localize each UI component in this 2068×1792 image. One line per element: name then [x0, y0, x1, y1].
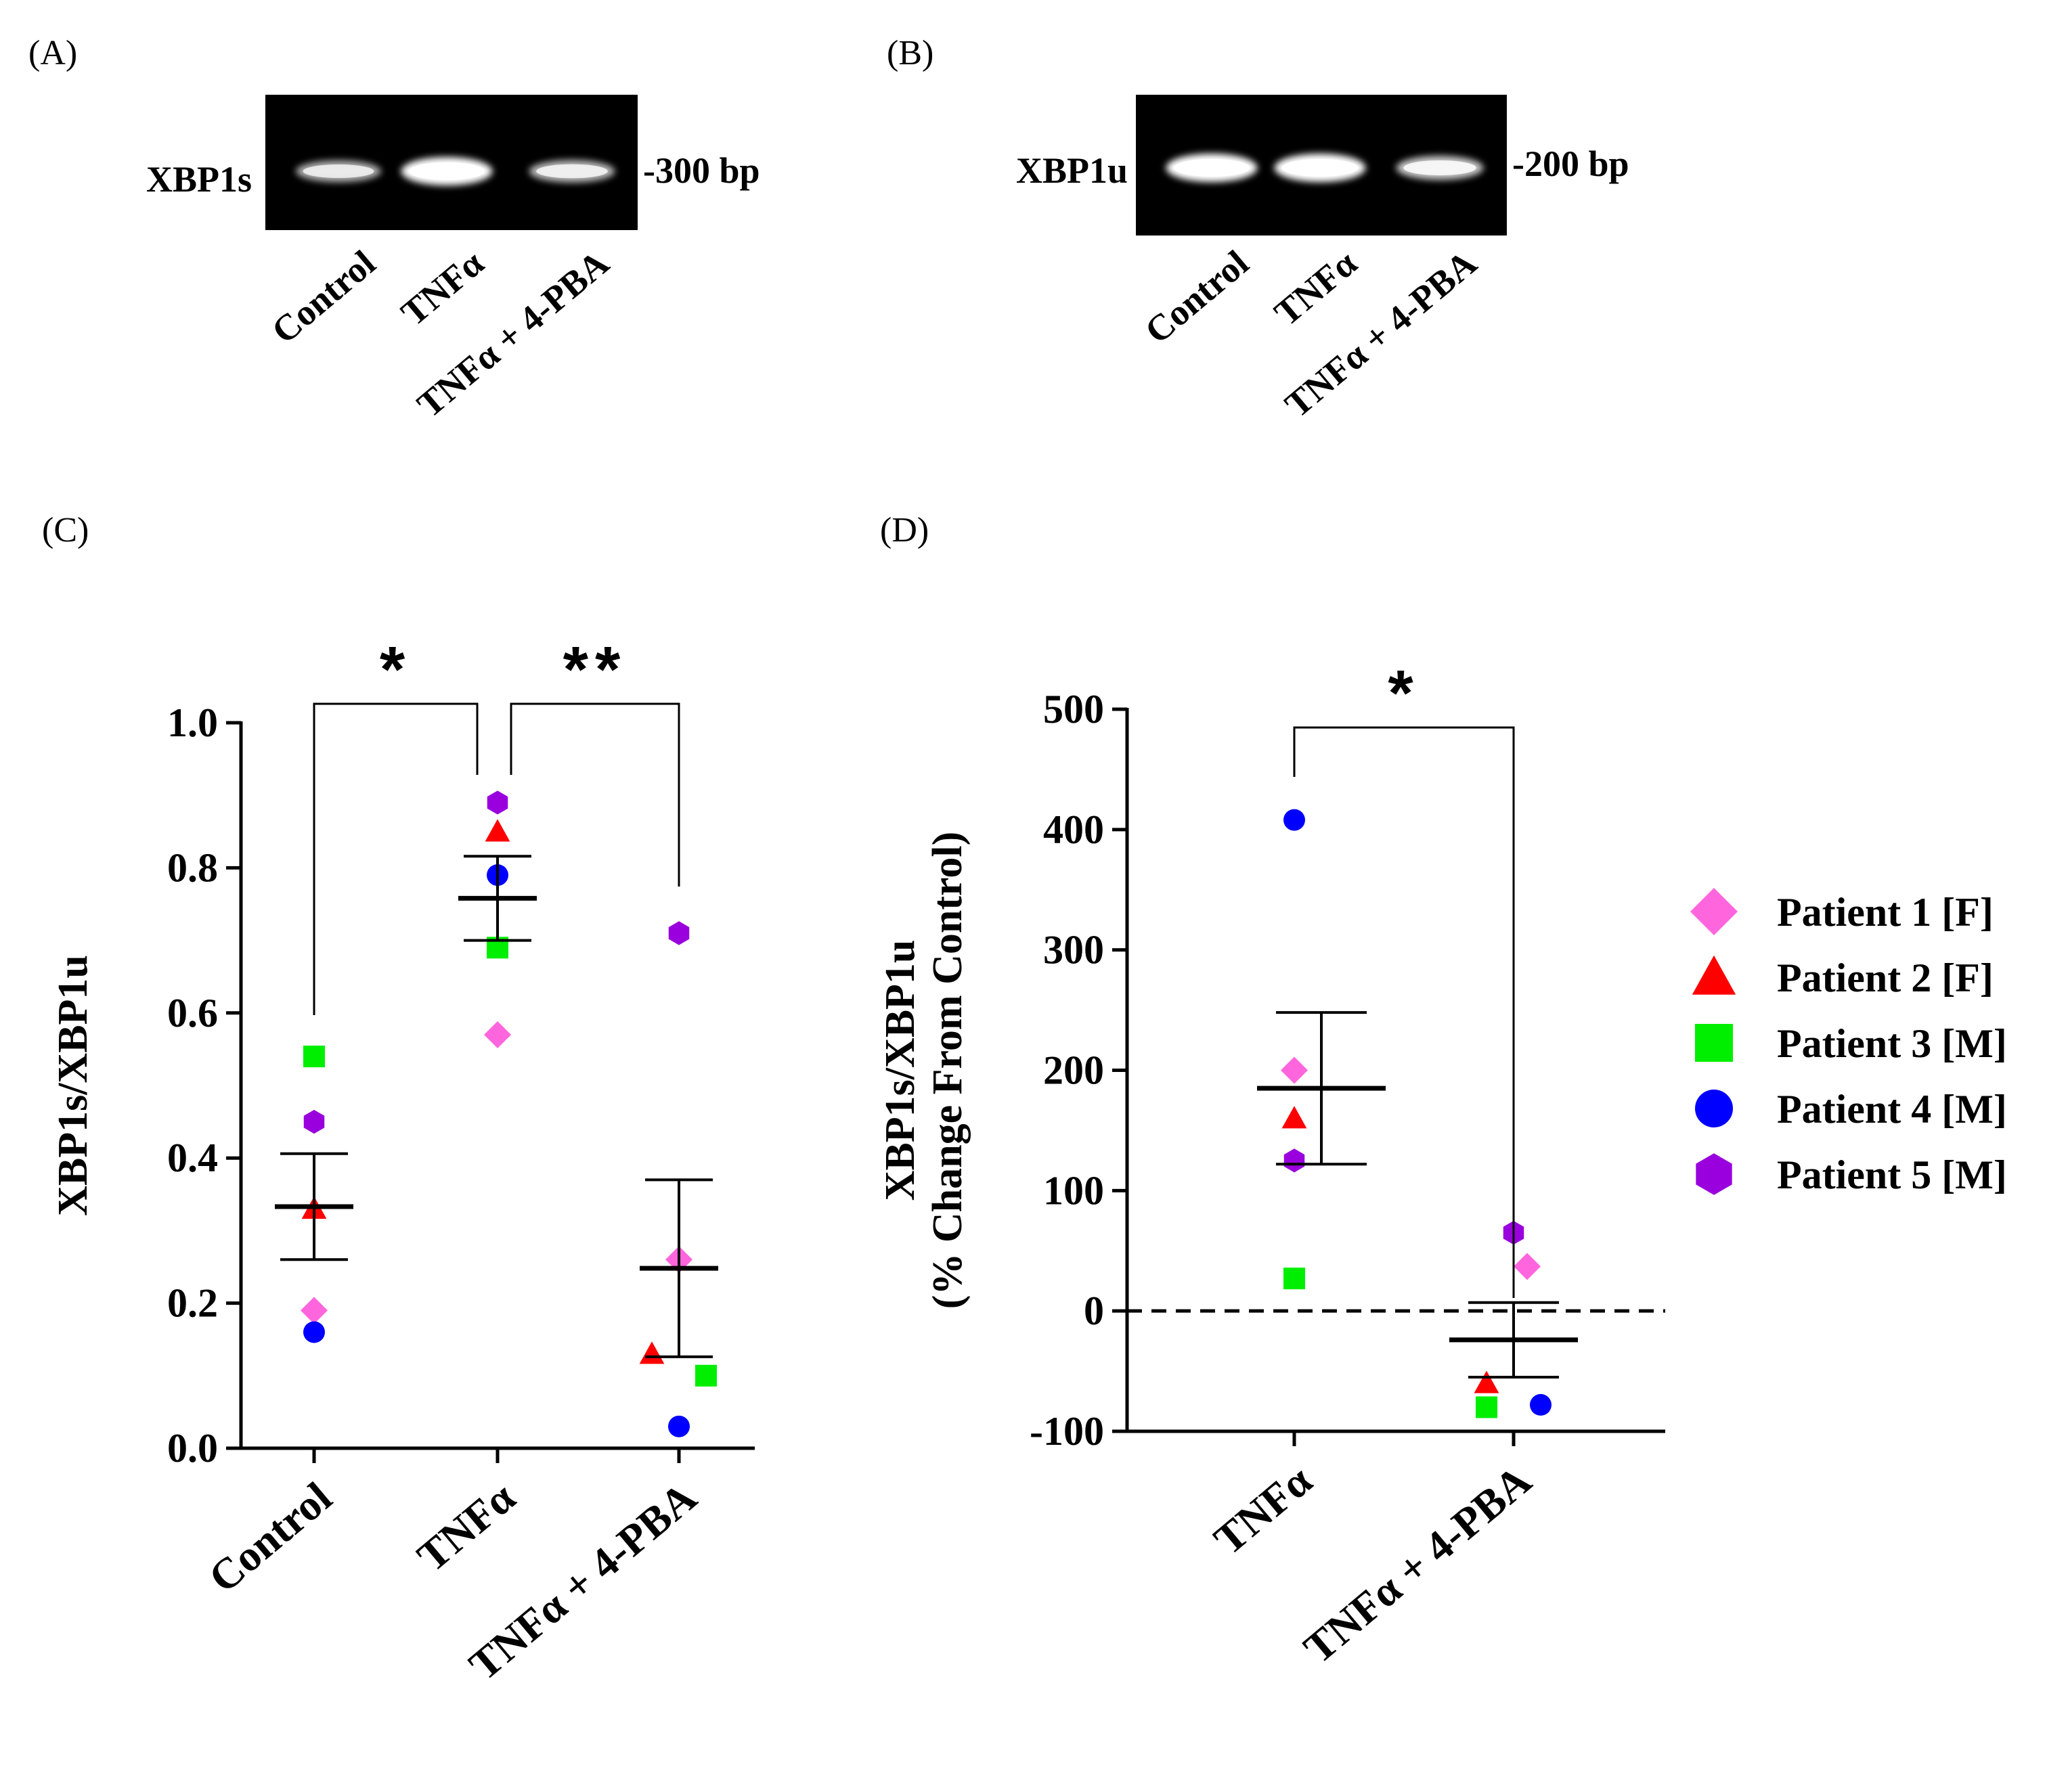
point-patient-4-m-tnf-4-pba [668, 1415, 690, 1437]
x-tick-label-control: Control [200, 1473, 340, 1602]
point-patient-2-f-tnf-4-pba [1474, 1370, 1499, 1393]
y-axis-label: XBP1s/XBP1u [877, 940, 923, 1201]
gel-lane-label-tnf: TNFα [1267, 242, 1364, 334]
legend-marker-patient-4-m [1695, 1090, 1733, 1127]
point-patient-1-f-control [301, 1297, 328, 1324]
significance-bracket-0 [1293, 726, 1515, 1298]
point-patient-1-f-tnf-4-pba [1514, 1253, 1541, 1280]
panel-c-label: (C) [42, 511, 89, 550]
point-patient-1-f-tnf [1281, 1056, 1308, 1084]
point-patient-5-m-tnf [1283, 1148, 1305, 1173]
significance-bracket-0 [313, 702, 479, 1015]
y-tick-label-1-0: 1.0 [167, 700, 218, 745]
significance-label-0: * [380, 633, 412, 706]
point-patient-2-f-tnf-4-pba [639, 1341, 665, 1364]
x-tick-label-tnf: TNFα [408, 1473, 524, 1581]
y-axis-label-2: (% Change From Control) [925, 832, 971, 1309]
panel-b-label: (B) [887, 34, 933, 72]
gel-a-size-label: -300 bp [643, 150, 760, 191]
significance-label-0: * [1388, 657, 1420, 730]
legend-label-patient-3-m: Patient 3 [M] [1777, 1021, 2007, 1066]
gel-band-core-tnf [408, 162, 485, 181]
gel-a-bands [296, 157, 615, 185]
y-tick-label-100: -100 [1030, 1409, 1104, 1454]
legend-label-patient-1-f: Patient 1 [F] [1777, 890, 1994, 935]
y-tick-label-200: 200 [1043, 1048, 1104, 1093]
gel-band-core-tnf-4-pba [536, 164, 608, 179]
panel-d-label: (D) [880, 511, 929, 550]
legend: Patient 1 [F] Patient 2 [F] Patient 3 [M] P… [1690, 888, 2007, 1197]
y-tick-label-0-4: 0.4 [167, 1136, 218, 1180]
significance-bracket-1 [510, 702, 680, 887]
gel-band-core-tnf [1281, 158, 1359, 177]
x-tick-label-tnf-4-pba: TNFα + 4-PBA [1295, 1456, 1540, 1672]
x-tick-label-tnf: TNFα [1205, 1456, 1321, 1564]
y-axis-label: XBP1s/XBP1u [50, 955, 96, 1216]
point-patient-2-f-tnf [485, 819, 510, 842]
legend-marker-patient-5-m [1696, 1153, 1732, 1195]
legend-marker-patient-3-m [1695, 1024, 1733, 1062]
gel-band-core-control [1173, 158, 1250, 177]
y-tick-label-0-2: 0.2 [167, 1281, 218, 1326]
gel-b-size-label: -200 bp [1512, 143, 1629, 184]
y-tick-label-0-8: 0.8 [167, 845, 218, 890]
panel-d: (D) -100 0 100 200 300 400 500 XBP1s/XBP1u (% Ch… [877, 511, 1665, 1673]
point-patient-3-m-tnf [1283, 1268, 1305, 1290]
point-patient-1-f-tnf [484, 1021, 511, 1048]
gel-lane-label-tnf: TNFα [393, 242, 491, 334]
point-patient-3-m-tnf-4-pba [695, 1364, 717, 1387]
y-tick-label-0-0: 0.0 [167, 1426, 218, 1471]
point-patient-3-m-control [303, 1046, 325, 1068]
chart-c: 0.0 0.2 0.4 0.6 0.8 1.0 XBP1s/XBP1u Control TNFα… [50, 633, 755, 1690]
gel-lane-label-control: Control [264, 242, 383, 351]
point-patient-4-m-tnf [1283, 809, 1305, 831]
point-patient-3-m-tnf-4-pba [1476, 1396, 1497, 1418]
legend-label-patient-2-f: Patient 2 [F] [1777, 956, 1994, 1000]
point-patient-5-m-control [303, 1110, 325, 1134]
gel-b-gene-label: XBP1u [1016, 150, 1128, 191]
legend-marker-patient-1-f [1690, 888, 1738, 935]
panel-a-label: (A) [28, 34, 77, 72]
gel-band-core-tnf-4-pba [1403, 160, 1476, 176]
point-patient-5-m-tnf [487, 790, 508, 815]
y-tick-label-0: 0 [1084, 1289, 1104, 1333]
legend-label-patient-4-m: Patient 4 [M] [1777, 1087, 2007, 1132]
y-tick-label-100: 100 [1043, 1168, 1104, 1213]
gel-a-gene-label: XBP1s [146, 159, 252, 200]
y-tick-label-300: 300 [1043, 928, 1104, 972]
gel-band-core-control [303, 164, 374, 179]
gel-b-bands [1166, 154, 1484, 182]
point-patient-2-f-tnf [1281, 1106, 1307, 1129]
y-tick-label-0-6: 0.6 [167, 991, 218, 1035]
legend-label-patient-5-m: Patient 5 [M] [1777, 1152, 2007, 1197]
y-tick-label-400: 400 [1043, 807, 1104, 852]
y-tick-label-500: 500 [1043, 687, 1104, 732]
legend-marker-patient-2-f [1692, 955, 1736, 995]
significance-label-1: ** [563, 633, 628, 706]
panel-c: (C) 0.0 0.2 0.4 0.6 0.8 1.0 XBP1s/XBP1u Control… [42, 511, 755, 1690]
point-patient-5-m-tnf-4-pba [668, 921, 690, 945]
chart-d: -100 0 100 200 300 400 500 XBP1s/XBP1u (% Change… [877, 657, 1665, 1673]
gel-lane-label-control: Control [1137, 242, 1256, 351]
point-patient-4-m-tnf-4-pba [1530, 1393, 1552, 1416]
point-patient-4-m-control [303, 1321, 325, 1343]
